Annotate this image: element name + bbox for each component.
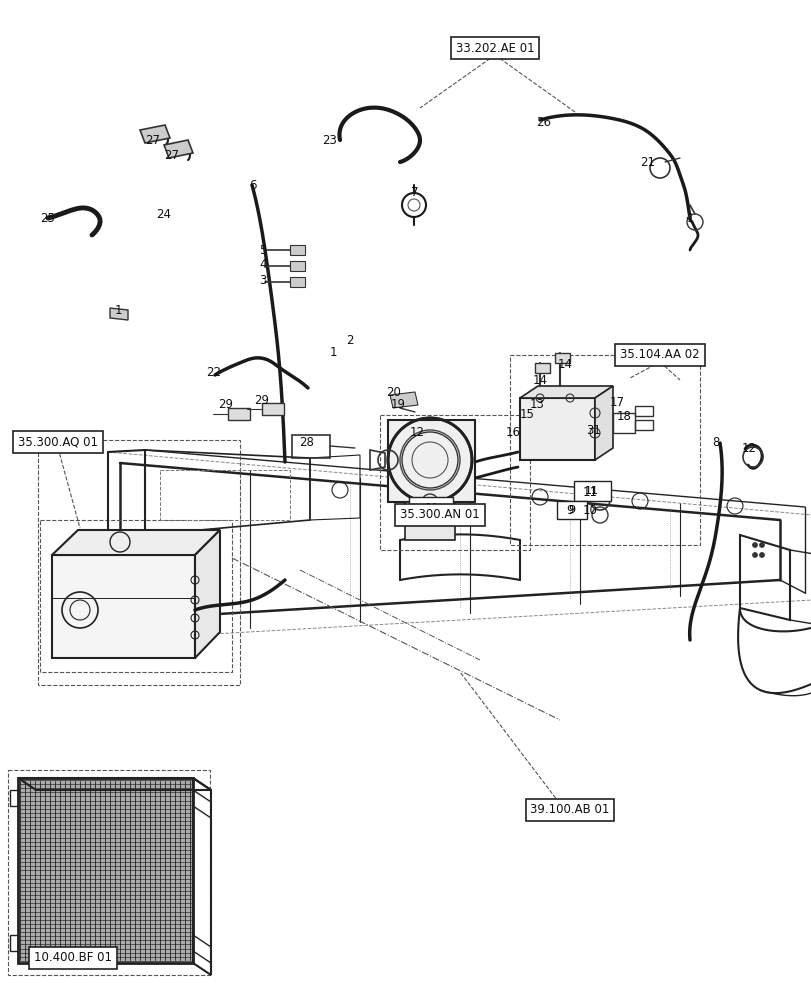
Text: 29: 29 xyxy=(254,393,269,406)
Text: 26: 26 xyxy=(536,116,551,129)
Polygon shape xyxy=(290,277,305,287)
Polygon shape xyxy=(290,245,305,255)
Polygon shape xyxy=(534,363,549,373)
Text: 5: 5 xyxy=(259,243,266,256)
Polygon shape xyxy=(405,502,454,540)
FancyBboxPatch shape xyxy=(556,501,586,519)
Text: 28: 28 xyxy=(299,436,314,450)
Text: 1: 1 xyxy=(328,347,337,360)
Polygon shape xyxy=(52,530,220,555)
Polygon shape xyxy=(52,555,195,658)
Text: 35.300.AQ 01: 35.300.AQ 01 xyxy=(18,436,98,448)
Text: 35.300.AN 01: 35.300.AN 01 xyxy=(400,508,479,522)
Text: 14: 14 xyxy=(532,373,547,386)
Polygon shape xyxy=(164,140,193,158)
Text: 6: 6 xyxy=(249,179,256,192)
Text: 27: 27 xyxy=(165,149,179,162)
Text: 11: 11 xyxy=(584,486,599,496)
Text: 29: 29 xyxy=(218,398,234,412)
Text: 20: 20 xyxy=(386,385,401,398)
Circle shape xyxy=(758,552,764,558)
Circle shape xyxy=(752,552,757,558)
Text: 33.202.AE 01: 33.202.AE 01 xyxy=(455,42,534,55)
Text: 24: 24 xyxy=(157,209,171,222)
Text: 13: 13 xyxy=(529,397,543,410)
Text: 16: 16 xyxy=(505,426,520,438)
Polygon shape xyxy=(195,530,220,658)
Polygon shape xyxy=(554,353,569,363)
Text: 8: 8 xyxy=(711,436,719,450)
Polygon shape xyxy=(594,386,612,460)
Polygon shape xyxy=(109,308,128,320)
Text: 15: 15 xyxy=(519,408,534,422)
Text: 31: 31 xyxy=(586,424,601,436)
Text: 25: 25 xyxy=(41,212,55,225)
Text: 9: 9 xyxy=(565,504,573,516)
Polygon shape xyxy=(18,778,193,963)
Text: 17: 17 xyxy=(609,395,624,408)
Text: 4: 4 xyxy=(259,258,267,271)
Text: 18: 18 xyxy=(616,410,631,422)
Text: 12: 12 xyxy=(409,426,424,438)
Text: 39.100.AB 01: 39.100.AB 01 xyxy=(530,803,609,816)
Polygon shape xyxy=(519,398,594,460)
FancyBboxPatch shape xyxy=(409,497,453,519)
Text: 12: 12 xyxy=(740,442,756,456)
Polygon shape xyxy=(389,392,418,408)
Text: 21: 21 xyxy=(640,156,654,169)
Polygon shape xyxy=(388,420,474,502)
Text: 10.400.BF 01: 10.400.BF 01 xyxy=(34,951,112,964)
Text: 30: 30 xyxy=(423,503,437,513)
Text: 9: 9 xyxy=(568,505,575,515)
Text: 35.104.AA 02: 35.104.AA 02 xyxy=(620,349,699,361)
Polygon shape xyxy=(139,125,169,143)
Text: 11: 11 xyxy=(581,486,597,498)
Text: 10: 10 xyxy=(581,504,597,516)
Circle shape xyxy=(758,542,764,548)
Text: 27: 27 xyxy=(145,134,161,147)
Text: 22: 22 xyxy=(206,366,221,379)
Text: 1: 1 xyxy=(114,304,122,316)
Text: 23: 23 xyxy=(322,134,337,147)
Circle shape xyxy=(752,542,757,548)
Polygon shape xyxy=(228,408,250,420)
Polygon shape xyxy=(262,403,284,415)
Text: 2: 2 xyxy=(345,334,354,347)
Text: 14: 14 xyxy=(557,359,572,371)
Text: 19: 19 xyxy=(390,398,405,412)
Text: 7: 7 xyxy=(410,186,418,198)
FancyBboxPatch shape xyxy=(573,481,610,501)
Polygon shape xyxy=(519,386,612,398)
Polygon shape xyxy=(290,261,305,271)
Text: 1: 1 xyxy=(685,212,693,225)
Text: 3: 3 xyxy=(259,273,266,286)
